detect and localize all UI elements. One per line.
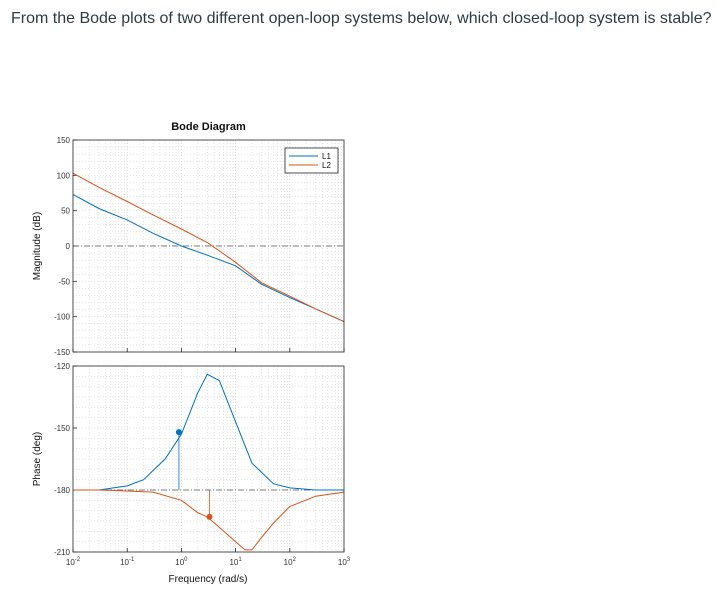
magnitude-y-tick-label: 50 xyxy=(61,207,70,216)
magnitude-y-axis-label: Magnitude (dB) xyxy=(32,212,43,280)
magnitude-y-tick-label: -150 xyxy=(54,348,71,357)
chart-title: Bode Diagram xyxy=(171,121,246,133)
magnitude-y-tick-label: -100 xyxy=(54,313,71,322)
magnitude-y-tick-label: 0 xyxy=(66,242,71,251)
x-tick-label: 10-1 xyxy=(120,557,135,567)
phase-axes-frame xyxy=(72,365,345,553)
phase-series-L1 xyxy=(73,373,344,491)
x-axis-label: Frequency (rad/s) xyxy=(169,574,248,585)
magnitude-y-tick-label: 150 xyxy=(57,136,71,145)
x-tick-label: 10-2 xyxy=(66,557,81,567)
phase-y-tick-label: -120 xyxy=(54,362,71,371)
phase-margin-marker-L1 xyxy=(175,429,182,436)
x-tick-label: 103 xyxy=(338,557,351,567)
magnitude-panel: 150 100 50 0 -50 -100 -150 xyxy=(54,136,345,357)
x-tick-label: 102 xyxy=(284,557,297,567)
magnitude-series-L2 xyxy=(72,172,345,323)
legend-label-L1: L1 xyxy=(322,152,331,161)
legend-label-L2: L2 xyxy=(322,161,331,170)
magnitude-y-tick-label: -50 xyxy=(58,277,70,286)
phase-y-axis-label: Phase (deg) xyxy=(32,432,43,486)
phase-series-L2 xyxy=(73,489,345,551)
phase-y-tick-label: -150 xyxy=(54,424,71,433)
magnitude-axes-frame xyxy=(72,139,345,353)
magnitude-series-L1 xyxy=(72,193,345,323)
legend-box xyxy=(284,147,339,174)
phase-y-tick-label: -210 xyxy=(54,548,71,557)
phase-y-tick-label: -180 xyxy=(54,486,71,495)
x-tick-label: 101 xyxy=(229,557,242,567)
question-text: From the Bode plots of two different ope… xyxy=(11,10,712,27)
x-tick-label: 100 xyxy=(175,557,188,567)
magnitude-y-tick-label: 100 xyxy=(57,171,71,180)
phase-margin-marker-L2 xyxy=(206,513,213,520)
